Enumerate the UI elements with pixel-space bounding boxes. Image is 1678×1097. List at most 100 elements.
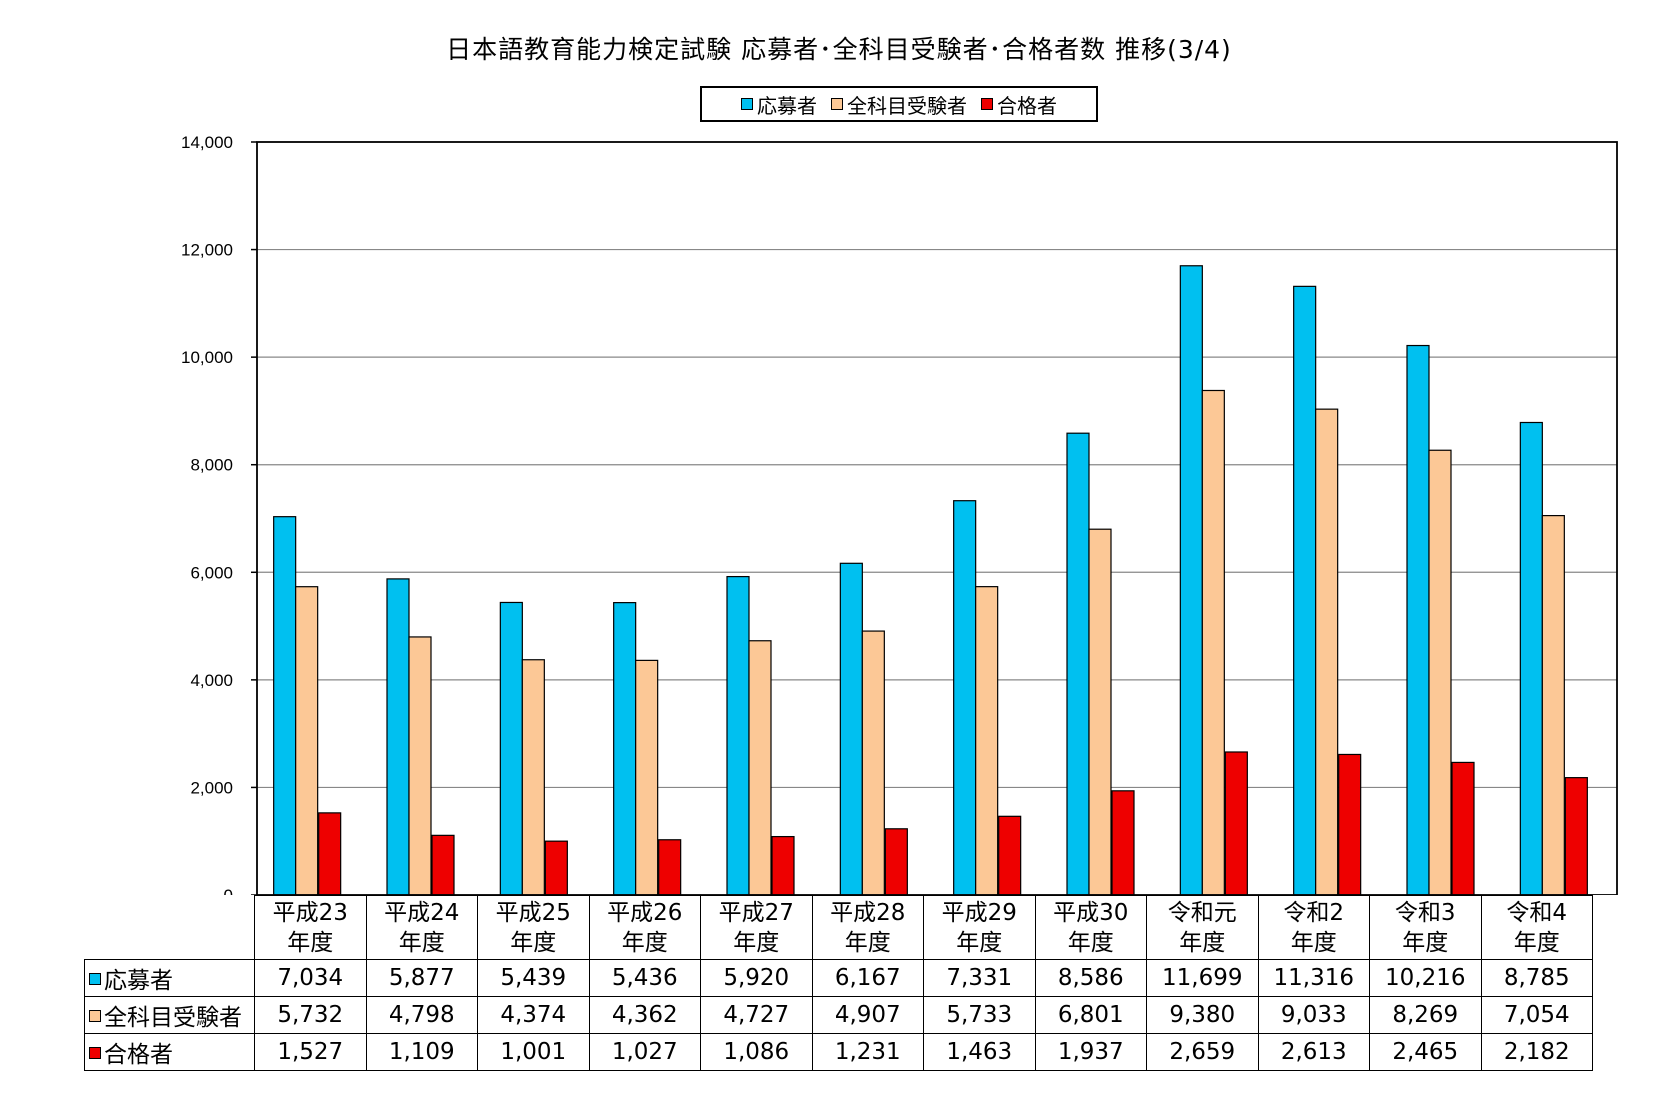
category-label: 平成24 年度 [365, 895, 478, 960]
table-cell: 4,727 [700, 996, 813, 1034]
table-cell: 4,907 [811, 996, 924, 1034]
category-label: 平成26 年度 [588, 895, 701, 960]
legend-item: 応募者 [741, 90, 817, 119]
legend-swatch [831, 98, 843, 110]
table-row: 応募者 7,034 5,877 5,439 5,436 5,920 6,167 7,331 8,… [84, 959, 1593, 997]
table-cell: 1,527 [254, 1033, 367, 1071]
category-label: 令和元 年度 [1146, 895, 1259, 960]
row-swatch [89, 1047, 101, 1059]
bar [1519, 421, 1543, 895]
bar [1338, 753, 1362, 895]
row-label: 応募者 [104, 968, 173, 994]
table-cell: 1,086 [700, 1033, 813, 1071]
y-tick-label: 10,000 [181, 348, 233, 367]
category-label: 平成29 年度 [923, 895, 1036, 960]
table-cell: 5,439 [477, 959, 590, 997]
y-tick-label: 2,000 [190, 778, 233, 797]
category-label: 令和4 年度 [1480, 895, 1593, 960]
category-label: 令和3 年度 [1369, 895, 1482, 960]
legend-label: 応募者 [757, 93, 817, 118]
plot-frame [256, 141, 1618, 895]
legend: 応募者 全科目受験者 合格者 [700, 86, 1098, 122]
category-label: 平成27 年度 [700, 895, 813, 960]
bar [998, 815, 1022, 895]
table-cell: 5,436 [588, 959, 701, 997]
legend-item: 合格者 [981, 90, 1057, 119]
bar [295, 586, 319, 895]
table-cell: 4,374 [477, 996, 590, 1034]
bar [318, 812, 342, 895]
table-cell: 2,182 [1480, 1033, 1593, 1071]
table-cell: 10,216 [1369, 959, 1482, 997]
table-cell: 11,699 [1146, 959, 1259, 997]
table-cell: 1,001 [477, 1033, 590, 1071]
data-table: 平成23 年度 平成24 年度 平成25 年度 平成26 年度 平成27 年度 平成28 年度 平成29… [84, 895, 1593, 1071]
plot-area [257, 142, 1617, 895]
table-cell: 6,167 [811, 959, 924, 997]
y-tick-label: 12,000 [181, 241, 233, 260]
table-cell: 5,732 [254, 996, 367, 1034]
table-row-header: 合格者 [84, 1033, 255, 1071]
y-tick-label: 6,000 [190, 563, 233, 582]
bar [861, 630, 885, 895]
table-cell: 4,362 [588, 996, 701, 1034]
table-cell: 9,380 [1146, 996, 1259, 1034]
bar [953, 500, 977, 895]
table-row-header: 全科目受験者 [84, 996, 255, 1034]
table-cell: 5,877 [365, 959, 478, 997]
bar [748, 640, 772, 895]
bar [613, 602, 637, 895]
table-cell: 1,231 [811, 1033, 924, 1071]
category-label: 平成30 年度 [1034, 895, 1147, 960]
y-tick-label: 8,000 [190, 456, 233, 475]
table-cell: 11,316 [1257, 959, 1370, 997]
legend-label: 合格者 [997, 93, 1057, 118]
table-cell: 2,465 [1369, 1033, 1482, 1071]
category-label: 平成23 年度 [254, 895, 367, 960]
bar [839, 562, 863, 895]
table-cell: 6,801 [1034, 996, 1147, 1034]
table-cell: 1,109 [365, 1033, 478, 1071]
table-cell: 8,586 [1034, 959, 1147, 997]
bar [544, 840, 568, 895]
table-cell: 8,785 [1480, 959, 1593, 997]
table-cell: 5,920 [700, 959, 813, 997]
bar [1088, 528, 1112, 895]
category-label: 平成25 年度 [477, 895, 590, 960]
category-label: 令和2 年度 [1257, 895, 1370, 960]
table-cell: 8,269 [1369, 996, 1482, 1034]
bar [521, 659, 545, 895]
legend-item: 全科目受験者 [831, 90, 967, 119]
bar [884, 828, 908, 895]
bar [1315, 408, 1339, 895]
bar [499, 601, 523, 895]
bar [1066, 432, 1090, 895]
table-cell: 7,034 [254, 959, 367, 997]
bar [1564, 777, 1588, 895]
row-label: 合格者 [104, 1042, 173, 1068]
chart-title: 日本語教育能力検定試験 応募者･全科目受験者･合格者数 推移(3/4) [446, 35, 1232, 64]
bar [1111, 790, 1135, 895]
table-cell: 7,331 [923, 959, 1036, 997]
bar [1428, 449, 1452, 895]
bar [975, 586, 999, 895]
bar [726, 575, 750, 895]
y-tick-label: 4,000 [190, 671, 233, 690]
bar [1451, 761, 1475, 895]
table-cell: 9,033 [1257, 996, 1370, 1034]
bar [1224, 751, 1248, 895]
table-row-header: 応募者 [84, 959, 255, 997]
bar [658, 839, 682, 895]
bar [1293, 285, 1317, 895]
bar [771, 835, 795, 895]
table-cell: 4,798 [365, 996, 478, 1034]
table-cell: 5,733 [923, 996, 1036, 1034]
bar [1406, 344, 1430, 895]
table-cell: 1,463 [923, 1033, 1036, 1071]
bar [273, 516, 297, 895]
bar [1541, 514, 1565, 895]
category-label: 平成28 年度 [811, 895, 924, 960]
row-swatch [89, 973, 101, 985]
table-cell: 7,054 [1480, 996, 1593, 1034]
table-cell: 1,027 [588, 1033, 701, 1071]
